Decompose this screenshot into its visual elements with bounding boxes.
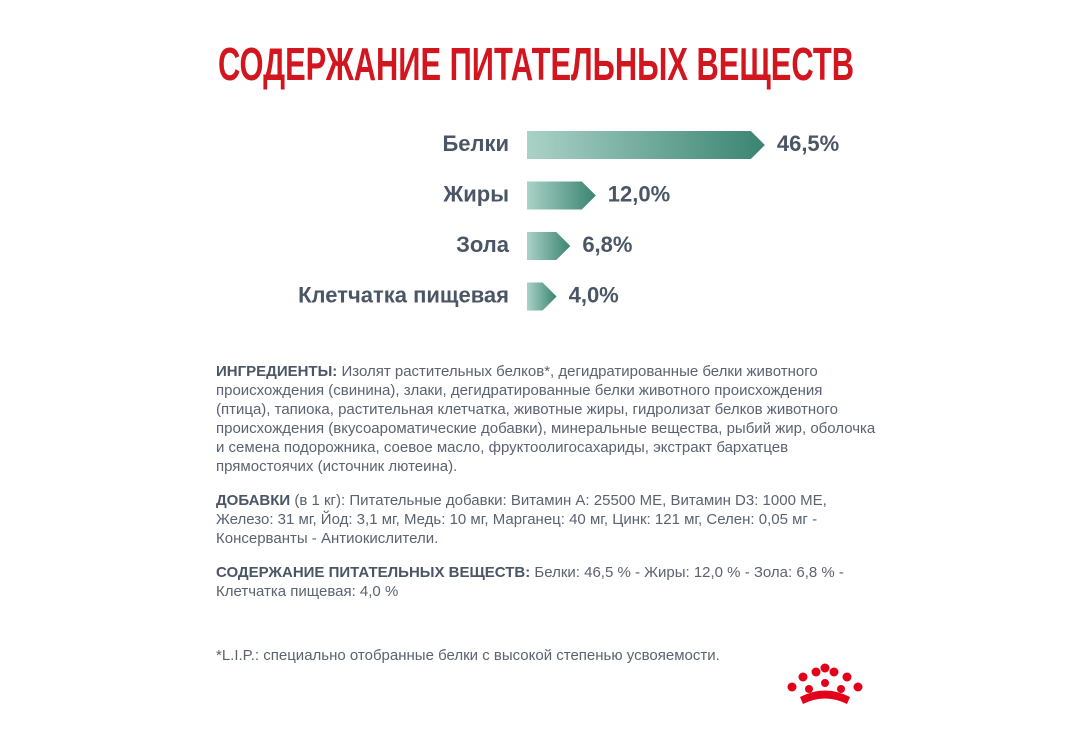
category-label: Клетчатка пищевая <box>298 282 509 307</box>
ingredients: ИНГРЕДИЕНТЫ: Изолят растительных белков*… <box>216 362 876 476</box>
composition-text: Белки: 46,5 % - Жиры: 12,0 % - Зола: 6,8… <box>216 564 844 600</box>
additives-label: ДОБАВКИ <box>216 492 291 509</box>
additives: ДОБАВКИ (в 1 кг): Питательные добавки: В… <box>216 491 876 548</box>
value-label: 12,0% <box>608 181 670 206</box>
ingredients-label: ИНГРЕДИЕНТЫ: <box>216 363 338 380</box>
bar <box>527 282 557 311</box>
bar <box>527 232 571 260</box>
value-label: 6,8% <box>582 232 632 257</box>
composition: СОДЕРЖАНИЕ ПИТАТЕЛЬНЫХ ВЕЩЕСТВ: Белки: 4… <box>216 563 876 601</box>
additives-text: Питательные добавки: Витамин А: 25500 МЕ… <box>216 492 827 547</box>
logo <box>787 663 863 704</box>
chart: СОДЕРЖАНИЕ ПИТАТЕЛЬНЫХ ВЕЩЕСТВ Белки 46,5… <box>218 38 854 311</box>
bar <box>527 131 765 159</box>
footnote: *L.I.P.: специально отобранные белки с в… <box>216 647 720 664</box>
chart-title: СОДЕРЖАНИЕ ПИТАТЕЛЬНЫХ ВЕЩЕСТВ <box>218 38 854 90</box>
category-label: Жиры <box>442 181 509 206</box>
bar <box>527 181 596 210</box>
composition-label: СОДЕРЖАНИЕ ПИТАТЕЛЬНЫХ ВЕЩЕСТВ: <box>216 564 531 581</box>
category-label: Белки <box>442 131 509 156</box>
value-label: 46,5% <box>777 131 839 156</box>
category-label: Зола <box>456 232 510 257</box>
ingredients-text: Изолят растительных белков*, дегидратиро… <box>216 363 876 475</box>
additives-note: (в 1 кг): <box>294 492 346 509</box>
value-label: 4,0% <box>569 282 619 307</box>
